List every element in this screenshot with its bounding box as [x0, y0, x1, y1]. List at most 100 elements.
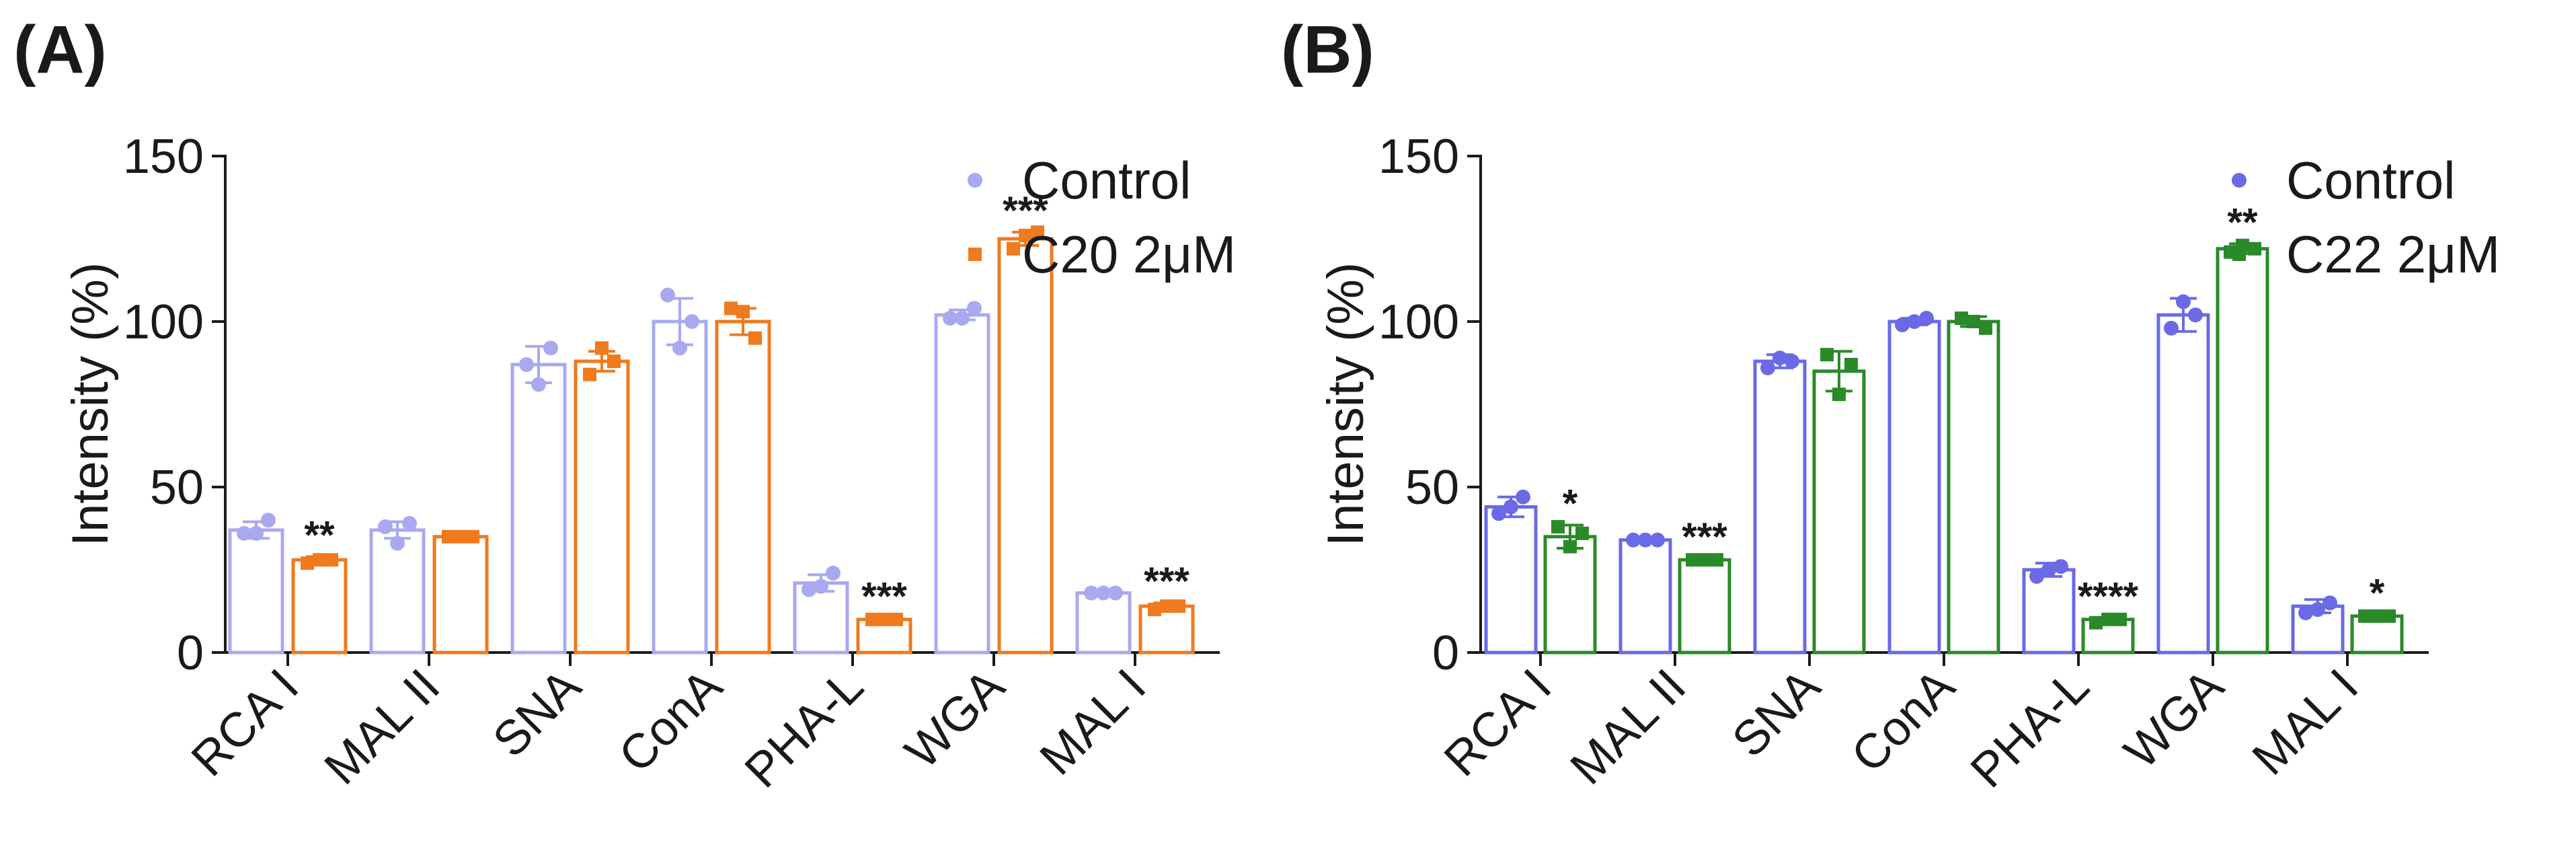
data-point — [442, 529, 455, 544]
data-point — [249, 525, 264, 541]
x-tick-label-mal-i: MAL I — [2242, 659, 2369, 786]
bar-control-pha-l — [2022, 568, 2076, 655]
data-point — [2164, 320, 2179, 336]
data-point — [943, 311, 958, 326]
data-point — [1491, 506, 1506, 521]
data-point — [402, 516, 417, 531]
significance-label: *** — [1682, 515, 1727, 559]
data-point — [2029, 568, 2044, 584]
data-point — [313, 553, 326, 567]
data-point — [1907, 314, 1922, 329]
data-point — [301, 556, 314, 570]
legend-marker-control — [968, 173, 982, 188]
data-point — [802, 582, 816, 597]
significance-label: ** — [2227, 200, 2258, 244]
data-point — [1785, 354, 1799, 369]
data-point — [877, 612, 891, 626]
legend-label-control: Control — [1022, 151, 1191, 210]
data-point — [1096, 585, 1111, 601]
data-point — [1563, 540, 1577, 554]
data-point — [2358, 609, 2372, 623]
data-point — [2298, 605, 2313, 620]
bar-control-wga — [934, 313, 990, 655]
data-point — [543, 340, 558, 356]
data-point — [583, 367, 596, 381]
data-point — [2188, 307, 2203, 323]
bar-c22-2-m-mal-ii — [1678, 558, 1731, 655]
significance-label: ** — [304, 513, 335, 557]
bar-control-rca-i — [1484, 505, 1538, 655]
data-point — [1832, 387, 1846, 402]
legend-label-c20-2-m: C20 2μM — [1022, 225, 1236, 284]
bar-control-wga — [2156, 313, 2210, 655]
data-point — [1504, 499, 1518, 515]
data-point — [2101, 612, 2115, 626]
significance-label: * — [1563, 482, 1578, 526]
y-tick-label: 150 — [1378, 130, 1459, 184]
data-point — [1108, 585, 1123, 601]
legend-marker-control — [2232, 173, 2247, 188]
data-point — [607, 355, 621, 369]
bar-control-cona — [1887, 320, 1941, 655]
data-point — [736, 305, 750, 319]
data-point — [826, 565, 841, 581]
data-point — [1650, 532, 1665, 548]
bar-c22-2-m-cona — [1947, 320, 2000, 655]
bar-c22-2-m-wga — [2216, 247, 2269, 655]
significance-label: **** — [2078, 574, 2139, 618]
x-tick-label-wga: WGA — [2114, 659, 2234, 779]
panel-label: (A) — [13, 12, 107, 87]
y-tick-label: 50 — [150, 461, 204, 515]
data-point — [685, 314, 699, 329]
y-tick-label: 100 — [123, 295, 204, 349]
data-point — [1919, 311, 1934, 326]
data-point — [865, 612, 879, 626]
data-point — [2323, 595, 2337, 611]
data-point — [2176, 294, 2191, 309]
bar-control-mal-ii — [1618, 538, 1672, 655]
data-point — [1895, 317, 1910, 332]
data-point — [2370, 609, 2384, 623]
data-point — [672, 340, 687, 356]
y-tick-label: 150 — [123, 130, 204, 184]
x-tick-label-pha-l: PHA-L — [1961, 659, 2100, 798]
y-tick-label: 0 — [177, 626, 204, 680]
data-point — [2089, 616, 2103, 630]
data-point — [1031, 225, 1044, 239]
data-point — [2041, 562, 2056, 577]
data-point — [261, 513, 276, 528]
data-point — [1686, 553, 1699, 567]
data-point — [2054, 559, 2068, 574]
data-point — [1967, 315, 1980, 328]
data-point — [519, 357, 534, 372]
bar-c20-2-m-wga — [997, 237, 1054, 655]
data-point — [1575, 526, 1589, 540]
bar-c20-2-m-sna — [574, 359, 630, 655]
data-point — [2382, 609, 2396, 623]
legend-label-c22-2-m: C22 2μM — [2286, 225, 2500, 284]
x-tick-label-cona: ConA — [1841, 659, 1965, 783]
bar-control-sna — [510, 363, 567, 655]
x-tick-label-mal-i: MAL I — [1030, 659, 1157, 786]
data-point — [1626, 532, 1641, 548]
data-point — [237, 525, 251, 541]
x-tick-label-cona: ConA — [609, 659, 732, 783]
x-tick-label-wga: WGA — [895, 659, 1015, 779]
data-point — [1772, 350, 1787, 366]
data-point — [1698, 553, 1711, 567]
significance-label: *** — [1144, 560, 1189, 603]
data-point — [1710, 553, 1723, 567]
x-tick-label-sna: SNA — [1722, 659, 1830, 768]
significance-label: *** — [861, 574, 907, 618]
significance-label: *** — [1003, 189, 1048, 233]
bar-control-cona — [652, 320, 708, 655]
y-tick-label: 0 — [1432, 626, 1459, 680]
panel-label: (B) — [1281, 12, 1374, 87]
data-point — [378, 519, 393, 535]
data-point — [890, 612, 903, 626]
x-tick-label-sna: SNA — [483, 659, 591, 768]
legend-marker-c22-2-m — [2232, 248, 2246, 261]
significance-label: * — [2370, 571, 2385, 615]
